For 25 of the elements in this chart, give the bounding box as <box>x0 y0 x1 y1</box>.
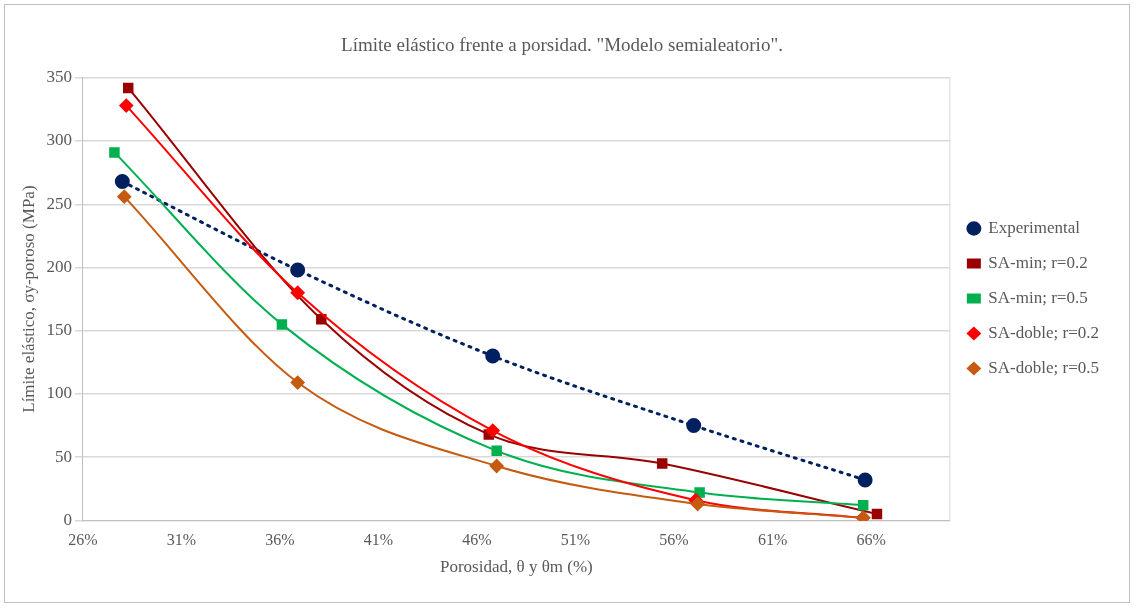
x-axis-title: Porosidad, θ y θm (%) <box>440 557 593 577</box>
x-tick-label: 51% <box>560 531 591 549</box>
y-tick-label: 150 <box>46 320 72 340</box>
y-tick-label: 100 <box>46 383 72 403</box>
y-tick-label: 350 <box>46 67 72 87</box>
x-tick-label: 31% <box>166 531 197 549</box>
x-tick-label: 66% <box>856 531 886 549</box>
x-tick-label: 41% <box>363 531 394 549</box>
x-tick-label: 56% <box>659 531 689 549</box>
y-tick-label: 0 <box>63 509 72 529</box>
legend-label: SA-doble; r=0.5 <box>988 357 1100 377</box>
y-tick-label: 250 <box>46 193 72 213</box>
y-tick-label: 50 <box>54 446 72 466</box>
legend-label: SA-min; r=0.5 <box>988 287 1088 307</box>
x-tick-label: 61% <box>757 531 788 549</box>
x-tick-label: 26% <box>68 531 98 549</box>
legend-label: Experimental <box>988 217 1081 237</box>
y-tick-label: 200 <box>46 256 72 276</box>
legend-label: SA-min; r=0.2 <box>988 252 1088 272</box>
y-axis-title: Límite elástico, σy-poroso (MPa) <box>18 185 38 413</box>
chart-title: Límite elástico frente a porsidad. "Modelo semialeatorio". <box>341 34 783 56</box>
legend-label: SA-doble; r=0.2 <box>988 322 1100 342</box>
y-tick-label: 300 <box>46 130 72 150</box>
x-tick-label: 36% <box>265 531 295 549</box>
x-tick-label: 46% <box>462 531 492 549</box>
